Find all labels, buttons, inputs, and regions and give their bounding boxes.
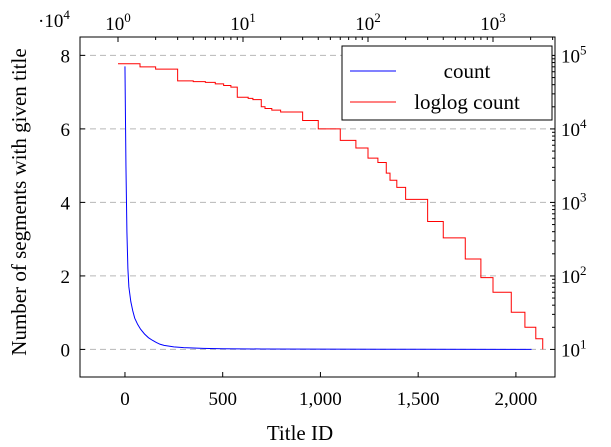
y-tick-label: 6 <box>61 120 71 141</box>
legend-label-loglog-count: loglog count <box>414 90 520 114</box>
x-tick-label: 500 <box>208 389 237 410</box>
y-axis-label: Number of segments with given title <box>7 48 31 355</box>
y-multiplier-exp: 4 <box>63 7 70 22</box>
right-tick-label: 104 <box>561 116 587 141</box>
series-count-line <box>124 66 532 350</box>
right-tick-label: 102 <box>561 263 587 288</box>
top-tick-label: 103 <box>480 10 506 35</box>
legend-label-count: count <box>444 59 491 83</box>
legend: count loglog count <box>341 45 553 121</box>
right-tick-label: 105 <box>561 42 587 67</box>
top-tick-label: 101 <box>230 10 256 35</box>
y-tick-label: 4 <box>61 193 71 214</box>
y-multiplier-label: ·104 <box>38 7 70 32</box>
major-ticks <box>80 37 555 377</box>
series-layer <box>118 63 544 350</box>
series-loglog-count-line <box>118 63 544 350</box>
right-tick-label: 103 <box>561 189 587 214</box>
x-axis-label: Title ID <box>267 421 333 445</box>
y-multiplier-base: ·10 <box>38 11 63 32</box>
legend-box <box>341 45 553 121</box>
top-tick-label: 100 <box>105 10 131 35</box>
y-tick-label: 8 <box>61 46 71 67</box>
plot-frame <box>79 36 556 378</box>
x-tick-label: 1,000 <box>299 389 342 410</box>
x-tick-label: 0 <box>120 389 130 410</box>
tick-labels: 0 2 4 6 8 0 500 1,000 1,500 2,000 100 101 102 103 101 1… <box>61 10 588 410</box>
top-tick-label: 102 <box>355 10 381 35</box>
right-tick-label: 101 <box>561 336 587 361</box>
y-tick-label: 0 <box>61 340 71 361</box>
x-tick-label: 1,500 <box>397 389 440 410</box>
x-tick-label: 2,000 <box>495 389 538 410</box>
y-tick-label: 2 <box>61 267 71 288</box>
